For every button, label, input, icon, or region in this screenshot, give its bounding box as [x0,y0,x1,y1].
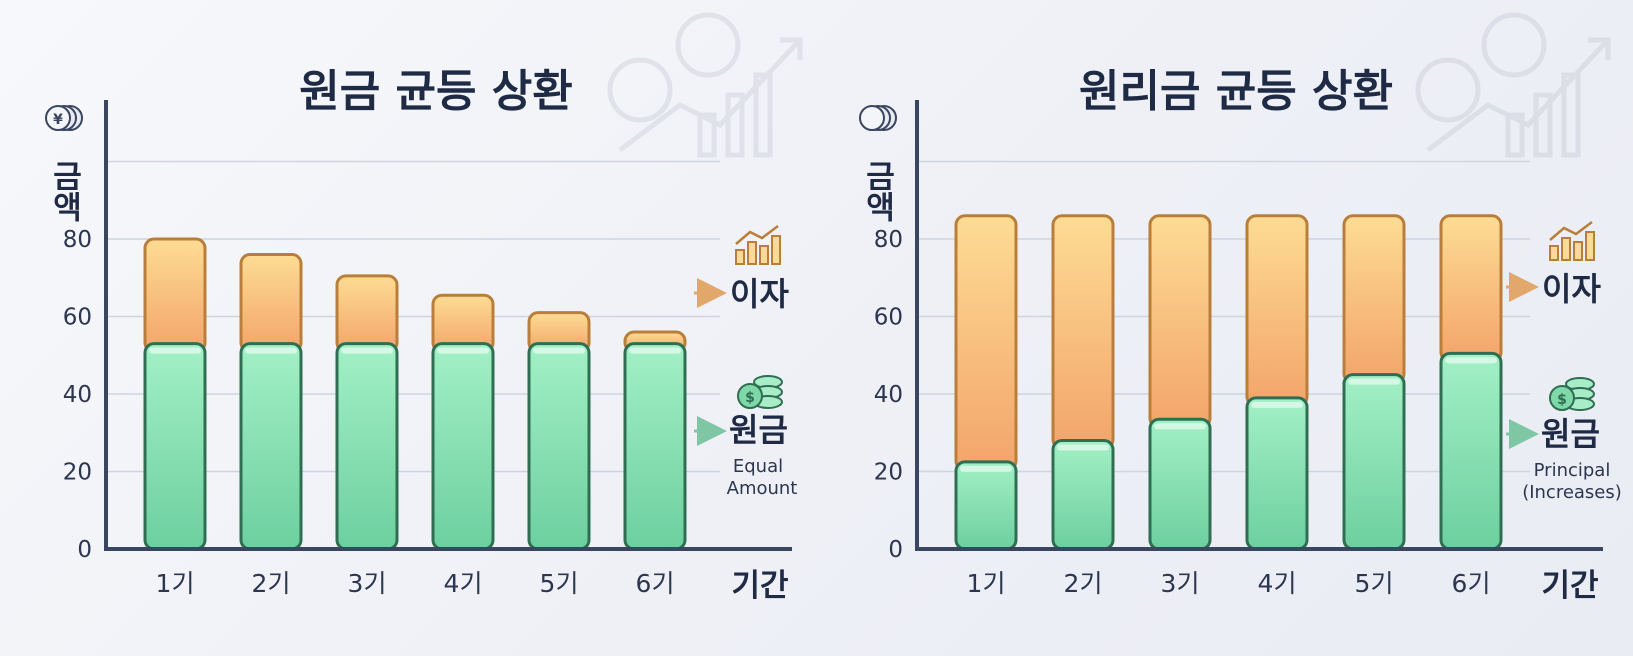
x-tick-labels: 1기 2기 3기 4기 5기 6기 [156,569,675,598]
x-tick-label: 5기 [1355,569,1394,598]
y-tick-label: 0 [888,537,903,563]
bar-highlight [1251,401,1303,408]
bar-principal [954,460,1018,551]
bar-principal [143,342,207,551]
y-tick-label: 0 [77,537,92,563]
x-tick-label: 6기 [636,569,675,598]
bar-highlight [149,347,201,354]
legend-principal-note-line2: (Increases) [1522,482,1622,503]
growth-chart-icon [735,225,781,265]
x-tick-label: 3기 [1161,569,1200,598]
finance-growth-icon [607,12,803,158]
y-tick-label: 60 [63,305,92,331]
bar-interest [143,237,207,354]
bar-interest [239,253,303,354]
chart-title: 원리금 균등 상환 [1079,66,1393,117]
bar-principal [1245,396,1309,551]
bar-highlight [437,347,489,354]
bar-interest [1148,214,1212,429]
svg-text:$: $ [1557,392,1567,408]
y-tick-label: 80 [63,227,92,253]
bar-principal [335,342,399,551]
y-tick-label: 20 [874,460,903,486]
x-axis-label: 기간 [731,568,788,604]
money-stack-icon: $ [737,375,783,409]
bar-highlight [1057,444,1109,451]
bar-principal [1148,417,1212,551]
y-tick-label: 20 [63,460,92,486]
legend-principal-label: 원금 [1541,415,1600,453]
finance-growth-icon [1415,12,1611,158]
chart-title: 원금 균등 상환 [299,66,573,117]
x-tick-label: 2기 [1064,569,1103,598]
bar-interest [1051,214,1115,450]
x-tick-label: 6기 [1452,569,1491,598]
legend-principal-note-line2: Amount [727,478,798,499]
bar-highlight [1445,357,1497,364]
gridlines [106,160,720,473]
legend-interest-label: 이자 [1542,270,1601,308]
bar-interest [1245,214,1309,408]
x-tick-label: 4기 [444,569,483,598]
bar-highlight [245,347,297,354]
bar-highlight [1154,423,1206,430]
y-tick-label: 60 [874,305,903,331]
y-tick-label: 40 [63,382,92,408]
coin-stack-icon [859,105,897,131]
bar-highlight [341,347,393,354]
money-stack-icon: $ [1549,377,1595,411]
y-axis-label: 금액 [859,160,895,222]
bar-interest [335,274,399,354]
x-tick-label: 1기 [156,569,195,598]
x-tick-label: 2기 [252,569,291,598]
bar-principal [1439,351,1503,551]
legend-principal-label: 원금 [729,411,788,449]
x-tick-label: 5기 [540,569,579,598]
y-tick-labels: 0 20 40 60 80 [874,227,903,563]
x-axis-label: 기간 [1541,568,1598,604]
bar-principal [1342,373,1406,551]
bar-highlight [960,465,1012,472]
x-tick-label: 4기 [1258,569,1297,598]
y-tick-label: 80 [874,227,903,253]
bar-principal [527,342,591,551]
bar-interest [1342,214,1406,385]
growth-chart-icon [1549,221,1595,261]
bar-principal [431,342,495,551]
x-tick-label: 3기 [348,569,387,598]
bar-interest [1439,214,1503,363]
bar-highlight [533,347,585,354]
bar-series [143,237,687,551]
legend-interest-label: 이자 [730,275,789,313]
gridlines [917,160,1530,473]
legend-principal-note-line1: Equal [733,456,783,477]
bar-principal [623,342,687,551]
bar-series [954,214,1503,551]
svg-text:$: $ [745,390,755,406]
bar-principal [1051,439,1115,551]
bar-interest [954,214,1018,472]
x-tick-label: 1기 [967,569,1006,598]
svg-text:¥: ¥ [53,112,63,128]
bar-highlight [1348,378,1400,385]
bar-principal [239,342,303,551]
bar-highlight [629,347,681,354]
equal-installment-panel: 원리금 균등 상환 금액 0 20 40 60 80 1기 2기 3기 4기 5기 6기 기간 이… [859,12,1622,604]
legend-principal-note-line1: Principal [1534,460,1611,481]
y-tick-label: 40 [874,382,903,408]
y-tick-labels: 0 20 40 60 80 [63,227,92,563]
y-axis-label: 금액 [46,160,82,222]
x-tick-labels: 1기 2기 3기 4기 5기 6기 [967,569,1491,598]
coin-stack-icon: ¥ [45,105,83,131]
